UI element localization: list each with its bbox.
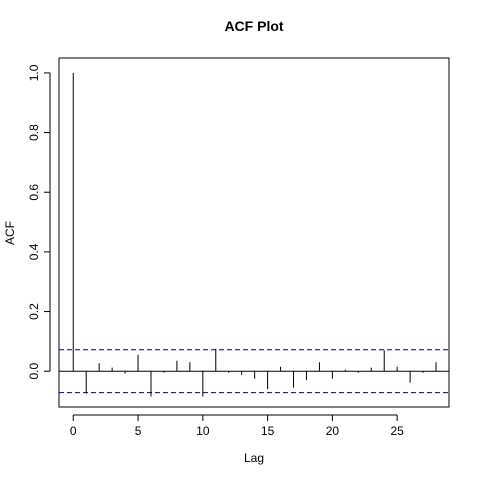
x-tick-label-25: 25 <box>390 424 404 438</box>
y-tick-label-0: 0.0 <box>27 363 41 380</box>
plot-frame <box>58 57 450 408</box>
x-tick-label-10: 10 <box>196 424 210 438</box>
x-tick-label-20: 20 <box>326 424 340 438</box>
x-tick-label-5: 5 <box>135 424 142 438</box>
chart-title: ACF Plot <box>224 18 283 34</box>
x-axis-label: Lag <box>244 451 264 465</box>
y-tick-label-4: 0.8 <box>27 124 41 141</box>
y-tick-label-5: 1.0 <box>27 64 41 81</box>
x-tick-label-15: 15 <box>261 424 275 438</box>
plot-layer: 0 5 10 15 20 25 0.0 0.2 0.4 0.6 0.8 1.0 <box>27 57 450 438</box>
y-tick-label-3: 0.6 <box>27 184 41 201</box>
y-axis-label: ACF <box>3 221 17 245</box>
y-tick-label-2: 0.4 <box>27 243 41 260</box>
y-tick-label-1: 0.2 <box>27 303 41 320</box>
x-tick-label-0: 0 <box>70 424 77 438</box>
